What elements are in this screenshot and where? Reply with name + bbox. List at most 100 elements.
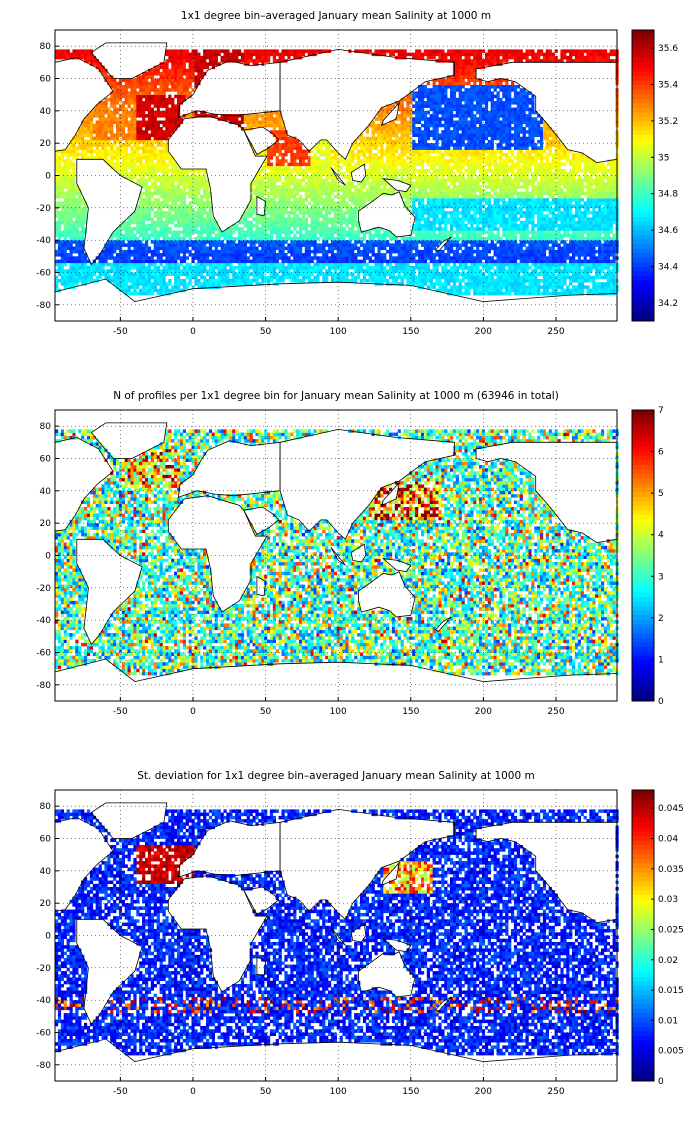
data-cell: [458, 288, 462, 293]
data-cell: [519, 291, 523, 296]
data-cell: [511, 191, 515, 196]
data-cell: [197, 236, 201, 241]
data-cell: [197, 282, 201, 286]
data-cell: [542, 272, 547, 276]
data-cell: [403, 262, 407, 267]
data-cell: [522, 227, 526, 231]
data-cell: [240, 246, 245, 251]
data-cell: [557, 256, 561, 260]
data-cell: [342, 240, 346, 244]
data-cell: [313, 266, 317, 270]
data-cell: [252, 207, 256, 212]
data-cell: [598, 288, 602, 293]
data-cell: [197, 285, 201, 289]
data-cell: [78, 236, 82, 241]
data-cell: [319, 266, 323, 270]
data-cell: [429, 194, 433, 199]
data-cell: [545, 259, 549, 264]
data-cell: [165, 269, 169, 273]
data-cell: [208, 269, 213, 273]
data-cell: [322, 191, 326, 196]
data-cell: [566, 204, 570, 209]
data-cell: [319, 262, 323, 267]
data-cell: [574, 253, 579, 257]
data-cell: [603, 285, 608, 289]
data-cell: [577, 259, 581, 264]
data-cell: [476, 262, 480, 267]
data-cell: [147, 256, 152, 260]
data-cell: [511, 236, 515, 241]
data-cell: [545, 256, 549, 260]
data-cell: [583, 240, 587, 244]
data-cell: [249, 266, 253, 270]
data-cell: [606, 194, 610, 199]
data-cell: [255, 259, 259, 264]
data-cell: [269, 211, 274, 215]
data-cell: [574, 246, 579, 251]
data-cell: [426, 249, 430, 254]
data-cell: [206, 230, 210, 234]
data-cell: [511, 194, 515, 199]
data-cell: [452, 207, 457, 212]
data-cell: [583, 207, 587, 212]
data-cell: [75, 249, 79, 254]
data-cell: [267, 279, 271, 283]
data-cell: [577, 246, 581, 251]
data-cell: [601, 194, 605, 199]
data-cell: [473, 291, 477, 296]
data-cell: [423, 233, 428, 238]
data-cell: [513, 240, 518, 244]
data-cell: [464, 214, 468, 218]
data-cell: [534, 279, 538, 283]
data-cell: [246, 269, 250, 273]
data-cell: [519, 240, 523, 244]
data-cell: [545, 275, 549, 280]
data-cell: [252, 259, 256, 264]
data-cell: [450, 291, 454, 296]
data-cell: [409, 269, 413, 273]
data-cell: [374, 262, 378, 267]
data-cell: [319, 249, 323, 254]
data-cell: [278, 224, 282, 228]
data-cell: [116, 233, 120, 238]
data-cell: [203, 243, 207, 247]
data-cell: [232, 224, 236, 228]
data-cell: [493, 185, 497, 189]
data-cell: [252, 279, 256, 283]
data-cell: [583, 266, 587, 270]
data-cell: [566, 211, 570, 215]
data-cell: [441, 217, 445, 221]
data-cell: [299, 194, 303, 199]
data-cell: [354, 230, 358, 234]
data-cell: [325, 214, 329, 218]
data-cell: [165, 240, 169, 244]
data-cell: [206, 214, 210, 218]
data-cell: [412, 230, 416, 234]
data-cell: [150, 233, 154, 238]
data-cell: [339, 185, 343, 189]
data-cell: [522, 275, 526, 280]
data-cell: [545, 288, 549, 293]
data-cell: [339, 227, 343, 231]
data-cell: [461, 279, 465, 283]
data-cell: [177, 285, 181, 289]
data-cell: [72, 230, 76, 234]
data-cell: [493, 220, 497, 225]
data-cell: [57, 272, 62, 276]
data-cell: [548, 185, 552, 189]
data-cell: [351, 227, 355, 231]
data-cell: [171, 259, 175, 264]
data-cell: [487, 282, 491, 286]
data-cell: [281, 198, 285, 202]
data-cell: [574, 266, 579, 270]
data-cell: [595, 259, 599, 264]
data-cell: [313, 253, 317, 257]
data-cell: [580, 185, 584, 189]
data-cell: [272, 230, 276, 234]
data-cell: [267, 256, 271, 260]
data-cell: [75, 266, 79, 270]
data-cell: [301, 259, 306, 264]
data-cell: [380, 240, 384, 244]
data-cell: [249, 272, 253, 276]
data-cell: [511, 256, 515, 260]
